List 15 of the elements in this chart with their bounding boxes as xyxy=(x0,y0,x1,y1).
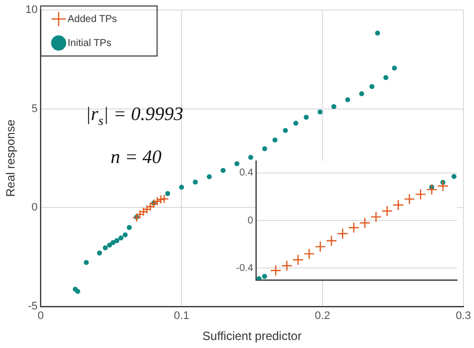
y-tick-label: 5 xyxy=(32,102,38,115)
y-tick-label: -5 xyxy=(28,300,38,312)
y-tick-label: -0.4 xyxy=(236,262,254,274)
legend-label: Added TPs xyxy=(68,14,117,25)
y-axis-title: Real response xyxy=(4,119,18,197)
y-tick-label: 10 xyxy=(25,4,38,16)
y-tick-label: 0 xyxy=(32,202,38,214)
x-axis-title: Sufficient predictor xyxy=(202,329,302,344)
x-tick-label: 0.3 xyxy=(456,310,472,322)
y-tick-label: 0.4 xyxy=(239,168,254,179)
annotation: n = 40 xyxy=(110,147,162,168)
legend-label: Initial TPs xyxy=(68,38,112,49)
x-tick-label: 0.1 xyxy=(174,310,190,322)
x-tick-label: 0.2 xyxy=(314,310,330,322)
y-tick-label: 0 xyxy=(248,215,254,226)
